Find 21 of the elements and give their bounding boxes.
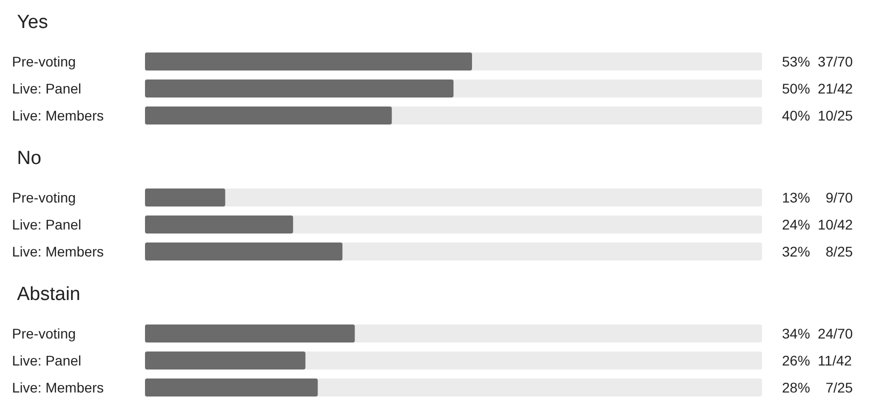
data-label: 53% 37/70 [782,54,854,70]
chart-title: Abstain [17,284,80,305]
chart-title: Yes [17,12,48,33]
data-label: 24% 10/42 [782,216,854,232]
y-tick-label: Live: Members [12,244,104,260]
data-label: 26% 11/42 [782,352,852,368]
chart-title: No [17,148,42,169]
y-tick-label: Live: Panel [12,80,82,96]
y-tick-label: Live: Members [12,108,104,124]
data-label: 28% 7/25 [782,380,854,396]
y-tick-label: Pre-voting [12,190,76,206]
y-tick-label: Live: Panel [12,216,82,232]
y-tick-label: Live: Members [12,380,104,396]
y-tick-label: Live: Panel [12,352,82,368]
y-tick-label: Pre-voting [12,54,76,70]
data-label: 34% 24/70 [782,326,854,342]
data-label: 32% 8/25 [782,244,854,260]
data-label: 40% 10/25 [782,108,854,124]
data-label: 50% 21/42 [782,80,854,96]
y-tick-label: Pre-voting [12,326,76,342]
data-label: 13% 9/70 [782,190,854,206]
